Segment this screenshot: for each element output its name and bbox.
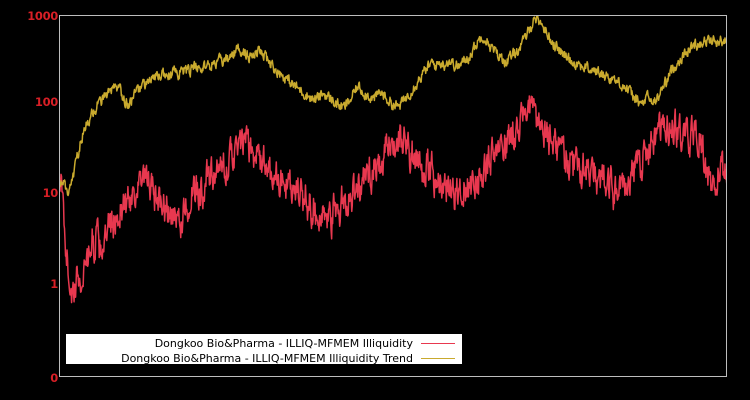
ytick-label-1000: 1000 [27,9,58,23]
legend-swatch-illiquidity-trend [421,357,455,359]
ytick-label-10: 10 [42,186,59,200]
series-group [60,16,726,304]
ytick-label-0: 0 [50,371,58,385]
legend-swatch-illiquidity [421,342,455,344]
series-line-illiquidity [60,95,726,304]
ytick-label-1: 1 [50,277,58,291]
legend-label-illiquidity-trend: Dongkoo Bio&Pharma - ILLIQ-MFMEM Illiqui… [121,351,413,365]
series-line-illiquidity-trend [60,16,726,197]
chart-legend: Dongkoo Bio&Pharma - ILLIQ-MFMEM Illiqui… [66,334,462,365]
legend-item-illiquidity: Dongkoo Bio&Pharma - ILLIQ-MFMEM Illiqui… [67,336,461,350]
ytick-label-100: 100 [34,95,58,109]
legend-label-illiquidity: Dongkoo Bio&Pharma - ILLIQ-MFMEM Illiqui… [154,336,413,350]
legend-item-illiquidity-trend: Dongkoo Bio&Pharma - ILLIQ-MFMEM Illiqui… [67,351,461,365]
